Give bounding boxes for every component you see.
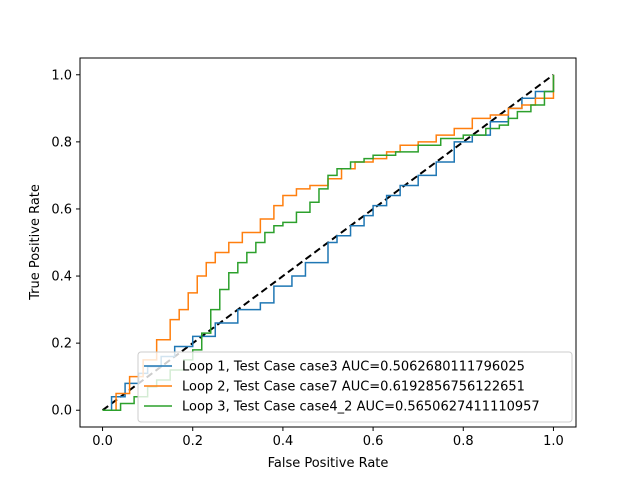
x-tick-label: 0.8	[453, 434, 474, 449]
legend: Loop 1, Test Case case3 AUC=0.5062680111…	[137, 351, 573, 423]
x-ticks: 0.0 0.2 0.4 0.6 0.8 1.0	[92, 427, 564, 449]
y-tick-label: 0.4	[51, 270, 72, 285]
x-tick-label: 0.6	[363, 434, 384, 449]
x-tick-label: 0.4	[273, 434, 294, 449]
x-tick-label: 0.2	[182, 434, 203, 449]
legend-label: Loop 2, Test Case case7 AUC=0.6192856756…	[182, 380, 525, 395]
y-tick-label: 0.2	[51, 337, 72, 352]
legend-label: Loop 1, Test Case case3 AUC=0.5062680111…	[182, 360, 525, 375]
x-tick-label: 1.0	[543, 434, 564, 449]
y-tick-label: 0.0	[51, 404, 72, 419]
y-tick-label: 0.6	[51, 202, 72, 217]
y-ticks: 0.0 0.2 0.4 0.6 0.8 1.0	[51, 68, 80, 419]
series-line-2	[102, 74, 555, 411]
y-tick-label: 0.8	[51, 135, 72, 150]
y-tick-label: 1.0	[51, 68, 72, 83]
x-tick-label: 0.0	[92, 434, 113, 449]
legend-label: Loop 3, Test Case case4_2 AUC=0.56506274…	[182, 400, 540, 415]
x-axis-label: False Positive Rate	[268, 456, 389, 471]
plot-frame	[79, 57, 577, 428]
legend-box	[137, 351, 573, 423]
y-axis-label: True Positive Rate	[28, 184, 43, 301]
